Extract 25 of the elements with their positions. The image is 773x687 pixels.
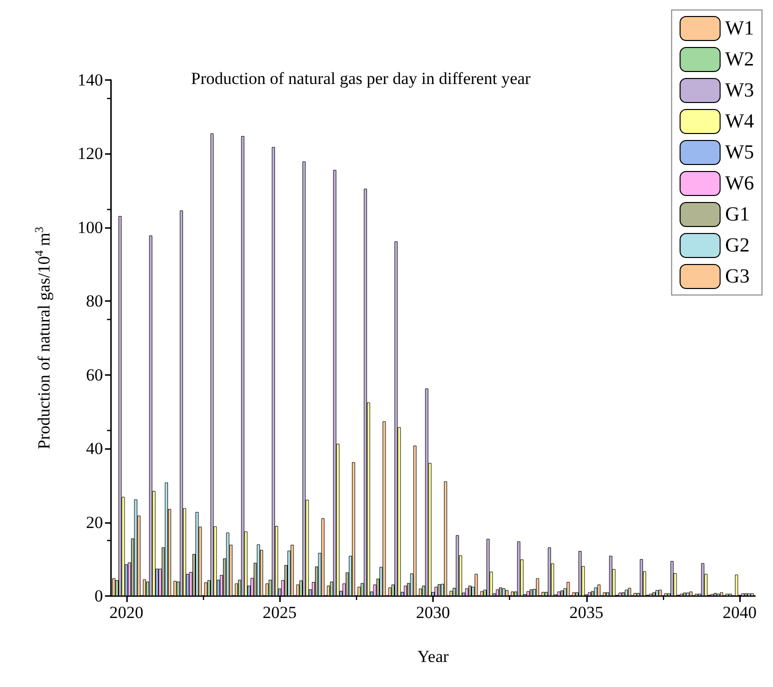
y-tick-label: 60	[86, 365, 103, 384]
legend-label: G2	[725, 234, 750, 256]
legend-label: W4	[725, 110, 754, 132]
y-tick-label: 120	[78, 144, 103, 164]
x-tick-label: 2020	[109, 603, 144, 622]
legend-label: G3	[725, 266, 750, 288]
y-tick-label: 0	[94, 586, 103, 606]
y-tick-label: 100	[78, 218, 103, 237]
legend-label: W5	[725, 142, 754, 164]
y-tick-label: 40	[86, 439, 103, 458]
y-tick-label: 80	[86, 292, 103, 311]
x-axis-title: Year	[417, 647, 449, 666]
y-tick-label: 140	[78, 70, 103, 90]
x-tick-label: 2030	[416, 603, 450, 622]
x-tick-label: 2025	[262, 603, 297, 622]
x-tick-label: 2035	[569, 603, 604, 622]
y-axis-title: Production of natural gas/104 m3	[32, 226, 54, 450]
legend-label: W1	[725, 18, 754, 40]
chart-title: Production of natural gas per day in different year	[191, 69, 531, 88]
legend-label: W3	[725, 80, 754, 102]
y-tick-label: 20	[86, 512, 103, 532]
legend-label: W6	[725, 172, 754, 194]
x-tick-label: 2040	[722, 603, 757, 622]
legend-label: W2	[725, 48, 754, 70]
legend-label: G1	[725, 204, 750, 226]
